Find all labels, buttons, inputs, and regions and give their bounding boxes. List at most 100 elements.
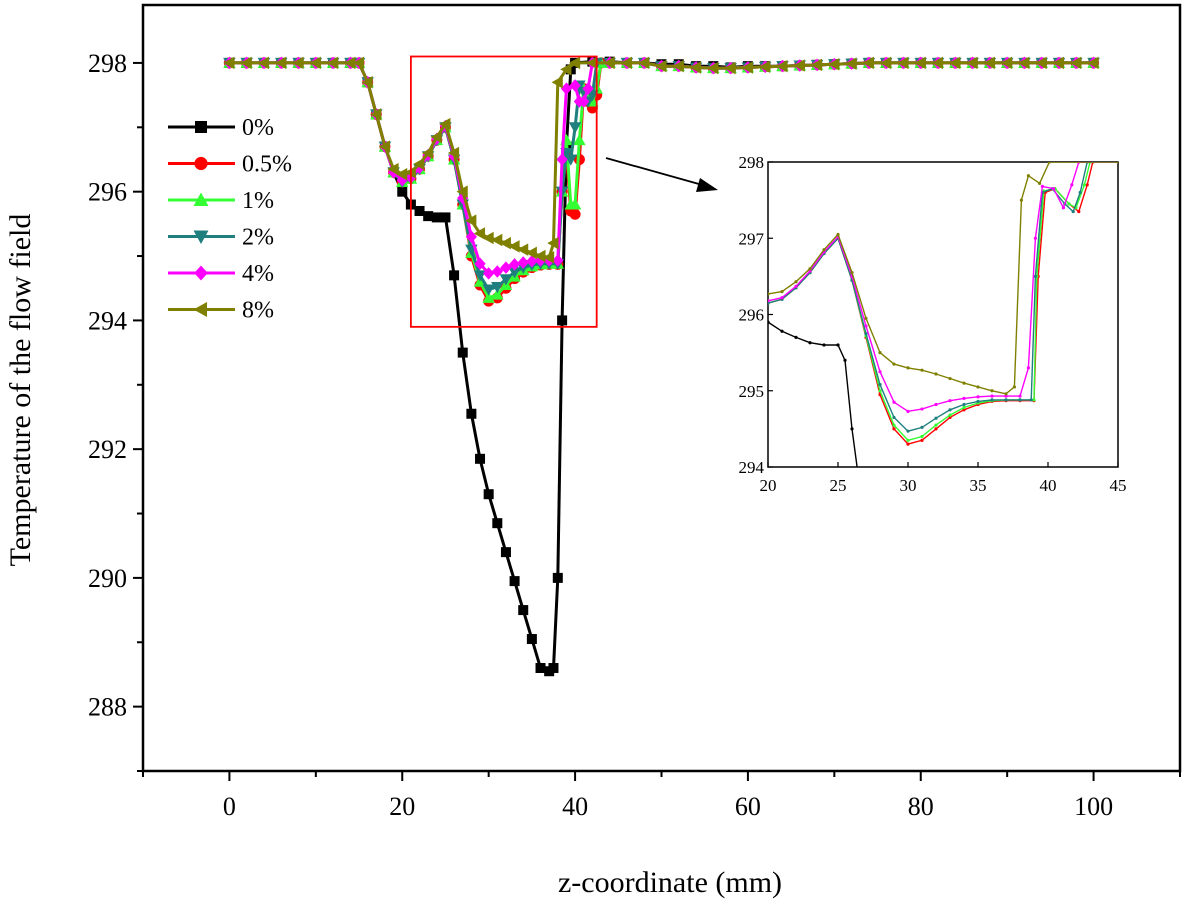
y-tick-label: 292 <box>88 435 127 464</box>
inset-data-point <box>920 368 924 372</box>
data-point <box>547 236 559 250</box>
inset-data-point <box>780 290 784 294</box>
legend-label: 0.5% <box>242 152 292 178</box>
inset-data-point <box>892 427 896 431</box>
inset-data-point <box>976 395 980 399</box>
data-point <box>257 56 269 70</box>
inset-data-point <box>906 429 910 433</box>
data-point <box>482 231 494 245</box>
legend-item-1%: 1% <box>168 188 274 214</box>
inset-x-tick-label: 40 <box>1040 476 1057 495</box>
data-point <box>569 79 581 92</box>
inset-data-point <box>934 416 938 420</box>
data-point <box>309 56 321 70</box>
data-point <box>535 663 546 674</box>
data-point <box>568 56 581 70</box>
inset-data-point <box>1026 366 1030 370</box>
legend-item-8%: 8% <box>168 298 274 324</box>
data-point <box>449 270 460 281</box>
data-point <box>724 61 736 75</box>
legend-marker <box>195 121 207 133</box>
data-point <box>983 56 995 70</box>
data-point <box>552 254 564 267</box>
data-point <box>542 251 555 264</box>
inset-data-point <box>836 232 840 237</box>
inset-data-point <box>976 399 980 404</box>
inset-series-line <box>768 162 1118 395</box>
inset-data-point <box>878 389 882 393</box>
data-point <box>473 270 487 282</box>
data-point <box>741 61 753 74</box>
data-point <box>473 227 486 240</box>
main-plot-area: 0 20 40 60 80 100 288 290 292 294 296 298 <box>88 3 1182 821</box>
data-point <box>578 95 590 108</box>
inset-y-tick-label: 294 <box>739 458 765 477</box>
data-point <box>552 572 563 583</box>
legend-label: 2% <box>242 225 274 251</box>
inset-data-point <box>1067 202 1071 206</box>
data-point <box>508 240 520 253</box>
legend: 0% 0.5% 1% 2% 4% 8% <box>168 115 292 324</box>
inset-data-point <box>892 423 896 427</box>
inset-data-point <box>892 415 896 420</box>
inset-data-point <box>934 402 938 407</box>
inset-data-point <box>990 394 994 398</box>
inset-y-tick-label: 297 <box>739 229 765 248</box>
inset-data-point <box>878 383 882 387</box>
legend-label: 8% <box>242 298 274 324</box>
data-point <box>931 56 944 70</box>
data-point <box>475 453 486 464</box>
data-point <box>292 56 304 70</box>
inset-data-point <box>948 408 952 412</box>
data-point <box>457 347 468 358</box>
data-point <box>456 185 468 198</box>
inset-y-tick-label: 295 <box>739 382 765 401</box>
data-point <box>370 108 382 121</box>
inset-data-point <box>1071 209 1075 214</box>
inset-data-point <box>794 335 798 339</box>
legend-marker <box>194 156 208 171</box>
data-point <box>439 117 451 131</box>
data-point <box>689 61 702 74</box>
inset-data-point <box>822 343 826 347</box>
data-point <box>1035 56 1047 70</box>
data-point <box>421 146 434 160</box>
inset-data-point <box>934 372 938 376</box>
data-point <box>482 291 495 303</box>
data-point <box>499 274 513 286</box>
data-point <box>897 56 909 70</box>
data-point <box>1087 56 1099 70</box>
data-point <box>1070 56 1082 70</box>
inset-data-point <box>962 396 966 400</box>
inset-data-point <box>962 402 966 407</box>
data-point <box>568 122 582 134</box>
inset-data-point <box>780 329 784 333</box>
inset-data-point <box>892 400 896 404</box>
data-point <box>465 214 477 227</box>
data-point <box>582 82 594 95</box>
legend-item-0%: 0% <box>168 115 274 141</box>
y-tick-label: 288 <box>88 693 127 722</box>
data-point <box>551 75 563 89</box>
inset-data-point <box>864 316 868 320</box>
data-point <box>556 153 568 166</box>
inset-data-point <box>906 366 910 370</box>
data-point <box>914 56 926 70</box>
data-point <box>387 162 399 176</box>
inset-series-4% <box>768 162 1118 413</box>
data-point <box>828 57 840 71</box>
data-point <box>564 154 578 166</box>
data-point <box>431 212 442 223</box>
inset-data-point <box>1004 392 1008 396</box>
data-point <box>430 130 442 144</box>
inset-data-point <box>1033 274 1037 278</box>
inset-data-point <box>1116 162 1118 164</box>
y-tick-label: 294 <box>88 306 127 335</box>
inset-data-point <box>1078 190 1082 195</box>
inset-data-point <box>962 405 966 410</box>
inset-data-point <box>878 351 882 355</box>
zoom-arrow-line <box>605 157 707 187</box>
inset-data-point <box>1047 162 1051 164</box>
data-point <box>1018 56 1030 70</box>
inset-data-point <box>962 381 966 385</box>
